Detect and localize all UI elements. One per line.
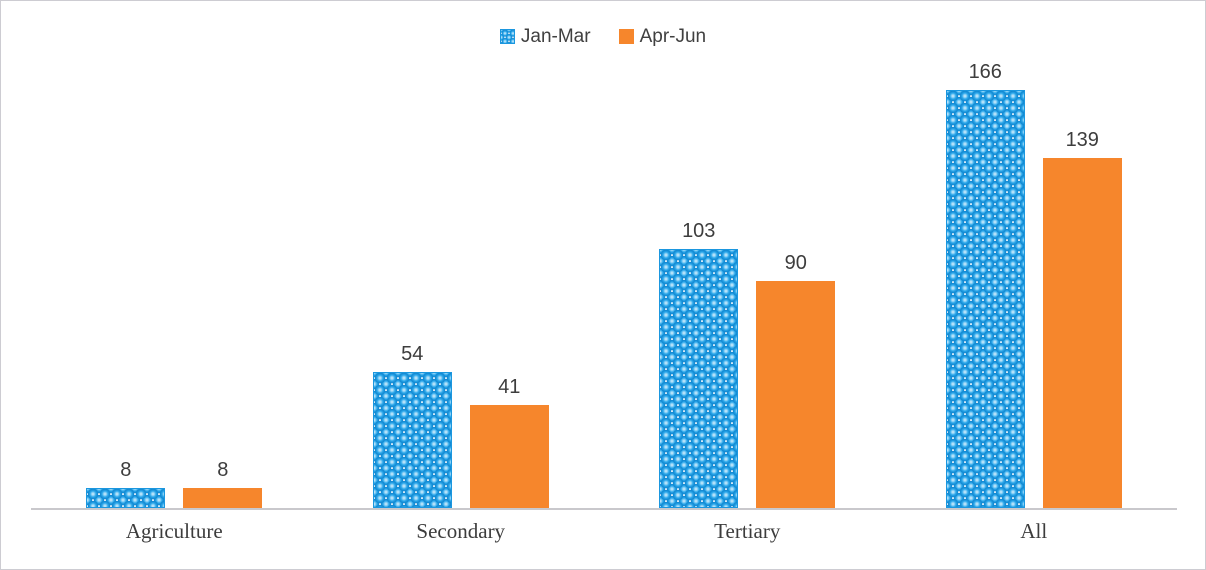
bar-column: 8	[183, 61, 263, 508]
bar-column: 103	[659, 61, 739, 508]
data-label: 166	[968, 61, 1002, 83]
category-label-agriculture: Agriculture	[125, 519, 223, 543]
bar-jan-mar	[372, 372, 452, 508]
bar-column: 54	[372, 61, 452, 508]
legend-swatch-jan-mar	[499, 29, 515, 44]
bar-apr-jun	[1042, 158, 1122, 508]
data-label: 54	[401, 343, 424, 365]
data-label: 41	[498, 376, 521, 398]
data-label: 8	[120, 459, 132, 481]
bar-group-all: 166 139	[891, 61, 1178, 508]
legend-item-apr-jun: Apr-Jun	[618, 26, 707, 47]
data-label: 103	[682, 220, 716, 242]
legend: Jan-Mar Apr-Jun	[1, 27, 1205, 46]
bar-column: 166	[945, 61, 1025, 508]
data-label: 8	[217, 459, 229, 481]
legend-label-apr-jun: Apr-Jun	[639, 26, 707, 47]
legend-item-jan-mar: Jan-Mar	[499, 26, 591, 47]
bar-group-secondary: 54 41	[318, 61, 605, 508]
bar-column: 139	[1042, 61, 1122, 508]
category-label-all: All	[1020, 519, 1048, 543]
category-label-tertiary: Tertiary	[714, 519, 781, 543]
bar-apr-jun	[756, 281, 836, 508]
data-label: 90	[784, 252, 807, 274]
legend-swatch-apr-jun	[618, 29, 634, 44]
bar-column: 8	[86, 61, 166, 508]
data-label: 139	[1065, 129, 1099, 151]
bar-apr-jun	[469, 405, 549, 508]
bar-jan-mar	[659, 249, 739, 508]
bar-jan-mar	[945, 90, 1025, 508]
bar-column: 90	[756, 61, 836, 508]
category-label-secondary: Secondary	[416, 519, 506, 543]
bar-jan-mar	[86, 488, 166, 508]
bar-group-tertiary: 103 90	[604, 61, 891, 508]
bar-column: 41	[469, 61, 549, 508]
category-axis: Agriculture Secondary Tertiary All	[31, 519, 1177, 544]
legend-label-jan-mar: Jan-Mar	[520, 26, 591, 47]
bar-apr-jun	[183, 488, 263, 508]
plot-area: 8 8 54 41 103 90 166 139	[31, 61, 1177, 510]
